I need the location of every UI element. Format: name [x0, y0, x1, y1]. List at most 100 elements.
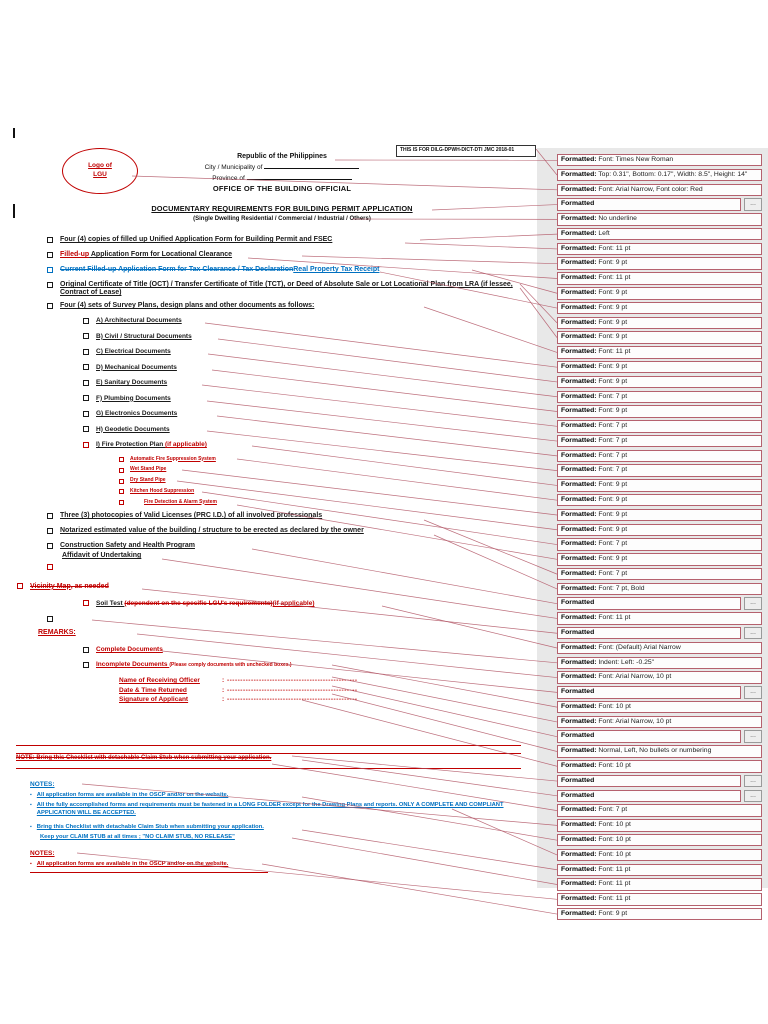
formatted-change-balloon[interactable]: Formatted: Font: 11 pt [557, 878, 762, 891]
formatted-change-balloon[interactable]: Formatted: Font: 11 pt [557, 272, 762, 285]
formatted-change-balloon[interactable]: Formatted: Font: Arial Narrow, Font colo… [557, 183, 762, 197]
checkbox-icon[interactable] [47, 251, 53, 258]
checklist-item: F) Plumbing Documents [47, 395, 531, 402]
formatted-change-balloon[interactable]: Formatted: Font: 11 pt [557, 863, 762, 876]
checkbox-icon[interactable] [83, 395, 89, 402]
checkbox-icon[interactable] [17, 583, 23, 590]
checkbox-icon[interactable] [119, 489, 124, 495]
checkbox-icon[interactable] [119, 467, 124, 473]
checkbox-icon[interactable] [47, 266, 53, 273]
formatted-change-balloon[interactable]: Formatted [557, 627, 741, 640]
formatted-change-balloon[interactable]: Formatted [557, 597, 741, 610]
checkbox-icon[interactable] [47, 236, 53, 243]
checkbox-icon[interactable] [119, 457, 124, 462]
formatted-change-balloon[interactable]: Formatted: Font: (Default) Arial Narrow [557, 641, 762, 655]
formatted-change-balloon[interactable]: Formatted: Font: 9 pt [557, 331, 762, 344]
markup-balloon-row: Formatted... [557, 789, 762, 803]
formatted-change-balloon[interactable]: Formatted: Font: 9 pt [557, 479, 762, 492]
checklist-item-text: A) Architectural Documents [96, 317, 182, 325]
formatted-change-balloon[interactable]: Formatted: Font: 11 pt [557, 242, 762, 256]
formatted-change-balloon[interactable]: Formatted: Font: 9 pt [557, 360, 762, 374]
checkbox-icon[interactable] [47, 281, 53, 288]
checkbox-icon[interactable] [83, 646, 89, 653]
formatted-change-balloon[interactable]: Formatted: Font: 9 pt [557, 493, 762, 507]
checklist-item-text: Vicinity Map, as needed [30, 582, 109, 590]
checklist-item: Filled-up Application Form for Locationa… [47, 251, 531, 259]
checkbox-icon[interactable] [47, 542, 53, 549]
formatted-change-balloon[interactable]: Formatted: Font: 7 pt [557, 804, 762, 817]
checkbox-icon[interactable] [83, 379, 89, 386]
formatted-change-balloon[interactable]: Formatted: Font: 10 pt [557, 833, 762, 847]
formatted-change-balloon[interactable]: Formatted: Font: 10 pt [557, 848, 762, 862]
checklist-item: Four (4) sets of Survey Plans, design pl… [47, 302, 531, 310]
checkbox-icon[interactable] [83, 364, 89, 371]
formatted-change-balloon[interactable]: Formatted: Indent: Left: -0.25" [557, 656, 762, 670]
formatted-change-balloon[interactable]: Formatted: Font: 9 pt [557, 553, 762, 566]
formatted-change-balloon[interactable]: Formatted: Font: 7 pt [557, 567, 762, 581]
formatted-change-balloon[interactable]: Formatted: Font: 7 pt [557, 449, 762, 463]
markup-balloon-row: Formatted... [557, 597, 762, 610]
formatted-change-balloon[interactable]: Formatted [557, 774, 741, 788]
formatted-change-balloon[interactable]: Formatted: Font: 9 pt [557, 287, 762, 300]
formatted-change-balloon[interactable]: Formatted: Font: 9 pt [557, 375, 762, 389]
formatted-change-balloon[interactable]: Formatted [557, 198, 741, 211]
formatted-change-balloon[interactable]: Formatted: Top: 0.31", Bottom: 0.17", Wi… [557, 168, 762, 182]
checkbox-icon[interactable] [83, 333, 89, 340]
formatted-change-balloon[interactable]: Formatted: Font: Arial Narrow, 10 pt [557, 715, 762, 729]
formatted-change-balloon[interactable]: Formatted: Font: 11 pt [557, 346, 762, 359]
formatted-change-balloon[interactable]: Formatted: Left [557, 227, 762, 241]
formatted-change-balloon[interactable]: Formatted [557, 789, 741, 803]
formatted-change-balloon[interactable]: Formatted: Font: 9 pt [557, 301, 762, 315]
formatted-change-balloon[interactable]: Formatted: Font: 7 pt [557, 538, 762, 551]
formatted-change-balloon[interactable]: Formatted: Normal, Left, No bullets or n… [557, 745, 762, 758]
formatted-change-balloon[interactable]: Formatted [557, 730, 741, 743]
formatted-change-balloon[interactable]: Formatted [557, 686, 741, 699]
checkbox-icon[interactable] [47, 615, 53, 622]
formatted-change-balloon[interactable]: Formatted: Font: 9 pt [557, 523, 762, 537]
more-options-button[interactable]: ... [744, 627, 762, 640]
formatted-change-balloon[interactable]: Formatted: Font: Times New Roman [557, 154, 762, 167]
formatted-change-balloon[interactable]: Formatted: Font: 9 pt [557, 257, 762, 270]
more-options-button[interactable]: ... [744, 774, 762, 788]
markup-balloon-row: Formatted: Normal, Left, No bullets or n… [557, 745, 762, 758]
more-options-button[interactable]: ... [744, 730, 762, 743]
more-options-button[interactable]: ... [744, 597, 762, 610]
formatted-change-balloon[interactable]: Formatted: Font: 9 pt [557, 316, 762, 330]
receiving-line-label: Name of Receiving Officer [119, 677, 200, 685]
checkbox-icon[interactable] [47, 512, 53, 519]
formatted-change-balloon[interactable]: Formatted: Font: 7 pt [557, 464, 762, 477]
checkbox-icon[interactable] [83, 317, 89, 324]
checklist-item-text: Soil Test (dependent on the specific LGU… [96, 599, 315, 607]
checkbox-icon[interactable] [119, 478, 124, 484]
checklist-item-text: F) Plumbing Documents [96, 394, 171, 402]
checkbox-icon[interactable] [83, 410, 89, 417]
formatted-change-balloon[interactable]: Formatted: Font: 9 pt [557, 405, 762, 418]
checkbox-icon[interactable] [83, 600, 89, 607]
formatted-change-balloon[interactable]: Formatted: Font: 9 pt [557, 907, 762, 921]
checkbox-icon[interactable] [83, 441, 89, 448]
formatted-change-balloon[interactable]: Formatted: Font: 7 pt [557, 390, 762, 403]
more-options-button[interactable]: ... [744, 686, 762, 699]
formatted-change-balloon[interactable]: Formatted: Font: 9 pt [557, 508, 762, 522]
formatted-change-balloon[interactable]: Formatted: Font: 11 pt [557, 893, 762, 906]
more-options-button[interactable]: ... [744, 198, 762, 211]
formatted-change-balloon[interactable]: Formatted: Font: 11 pt [557, 612, 762, 625]
checkbox-icon[interactable] [47, 563, 53, 570]
checkbox-icon[interactable] [83, 348, 89, 355]
checkbox-icon[interactable] [83, 426, 89, 433]
formatted-change-balloon[interactable]: Formatted: Font: 7 pt [557, 420, 762, 433]
checkbox-icon[interactable] [83, 661, 89, 668]
formatted-change-balloon[interactable]: Formatted: Font: Arial Narrow, 10 pt [557, 671, 762, 684]
more-options-button[interactable]: ... [744, 789, 762, 803]
formatted-change-balloon[interactable]: Formatted: Font: 7 pt [557, 434, 762, 448]
markup-balloon-row: Formatted: Font: 9 pt [557, 331, 762, 344]
formatted-change-balloon[interactable]: Formatted: Font: 7 pt, Bold [557, 582, 762, 596]
checkbox-icon[interactable] [47, 302, 53, 309]
formatted-change-balloon[interactable]: Formatted: Font: 10 pt [557, 819, 762, 832]
formatted-change-balloon[interactable]: Formatted: Font: 10 pt [557, 760, 762, 773]
checkbox-icon[interactable] [119, 500, 124, 505]
formatted-change-balloon[interactable]: Formatted: No underline [557, 213, 762, 226]
formatted-change-balloon[interactable]: Formatted: Font: 10 pt [557, 700, 762, 714]
note-bullet-item: ▪ Bring this Checklist with detachable Cl… [30, 824, 512, 832]
checkbox-icon[interactable] [47, 527, 53, 534]
